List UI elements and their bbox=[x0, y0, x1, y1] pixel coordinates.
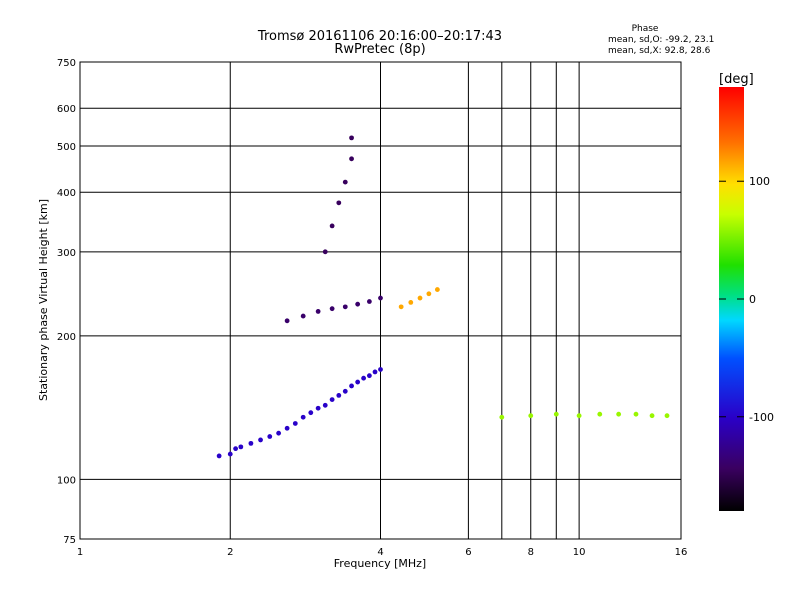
y-tick-label: 200 bbox=[57, 332, 76, 343]
data-point bbox=[349, 135, 354, 141]
data-point bbox=[378, 295, 383, 301]
data-point bbox=[616, 411, 622, 417]
data-point bbox=[248, 440, 254, 446]
data-point bbox=[664, 413, 670, 419]
grid-layer bbox=[80, 62, 681, 539]
axis-ticks: 1 2 4 6 8 10 16 75 100 200 300 400 500 600 750 bbox=[57, 58, 687, 558]
x-tick-label: 6 bbox=[465, 547, 471, 558]
stats-heading: Phase bbox=[632, 24, 659, 34]
data-point bbox=[329, 397, 335, 402]
y-tick-label: 100 bbox=[57, 475, 76, 486]
data-points bbox=[216, 135, 670, 459]
y-tick-label: 300 bbox=[57, 248, 76, 259]
chart-title: Tromsø 20161106 20:16:00–20:17:43 bbox=[257, 29, 502, 44]
data-point bbox=[366, 373, 372, 379]
stats-line-o: mean, sd,O: -99.2, 23.1 bbox=[608, 35, 714, 45]
x-tick-label: 16 bbox=[675, 547, 688, 558]
y-tick-label: 600 bbox=[57, 104, 76, 115]
data-point bbox=[322, 249, 328, 255]
data-point bbox=[417, 295, 423, 301]
colorbar-ticks: 100 0 -100 bbox=[719, 175, 774, 424]
data-point bbox=[284, 425, 290, 431]
y-axis-label: Stationary phase Virtual Height [km] bbox=[37, 199, 50, 401]
data-point bbox=[342, 304, 348, 310]
data-point bbox=[342, 179, 348, 185]
data-point bbox=[276, 430, 282, 436]
data-point bbox=[398, 304, 404, 310]
data-point bbox=[597, 411, 603, 417]
data-point bbox=[434, 287, 440, 292]
data-point bbox=[576, 413, 582, 419]
x-tick-label: 1 bbox=[77, 547, 83, 558]
data-point bbox=[300, 414, 306, 420]
y-tick-label: 75 bbox=[63, 535, 76, 546]
data-point bbox=[292, 421, 298, 426]
data-point bbox=[336, 393, 342, 398]
colorbar-tick-label: 100 bbox=[749, 175, 770, 188]
colorbar-tick-label: 0 bbox=[749, 293, 756, 306]
x-tick-label: 2 bbox=[227, 547, 233, 558]
data-point bbox=[336, 200, 342, 206]
data-point bbox=[315, 309, 321, 314]
colorbar-label: [deg] bbox=[719, 72, 754, 87]
data-point bbox=[408, 300, 414, 305]
x-tick-label: 4 bbox=[377, 547, 383, 558]
data-point bbox=[349, 383, 354, 389]
data-point bbox=[355, 301, 361, 307]
data-point bbox=[233, 446, 239, 452]
stats-line-x: mean, sd,X: 92.8, 28.6 bbox=[608, 46, 711, 56]
y-tick-label: 500 bbox=[57, 142, 76, 153]
data-point bbox=[372, 369, 378, 375]
data-point bbox=[216, 453, 222, 459]
data-point bbox=[329, 223, 335, 229]
data-point bbox=[553, 411, 559, 417]
data-point bbox=[499, 414, 505, 420]
data-point bbox=[649, 413, 655, 419]
data-point bbox=[342, 388, 348, 394]
data-point bbox=[238, 444, 244, 450]
x-tick-label: 8 bbox=[528, 547, 534, 558]
plot-frame bbox=[79, 61, 682, 540]
x-axis-label: Frequency [MHz] bbox=[334, 557, 426, 570]
data-point bbox=[284, 318, 290, 324]
data-point bbox=[300, 313, 306, 319]
data-point bbox=[227, 451, 233, 457]
data-point bbox=[329, 306, 335, 312]
x-tick-label: 10 bbox=[573, 547, 586, 558]
colorbar-tick-label: -100 bbox=[749, 411, 774, 424]
data-point bbox=[308, 410, 314, 416]
y-tick-label: 400 bbox=[57, 188, 76, 199]
data-point bbox=[633, 411, 639, 417]
data-point bbox=[361, 375, 367, 381]
chart-subtitle: RwPretec (8p) bbox=[334, 42, 425, 57]
data-point bbox=[378, 367, 383, 372]
data-point bbox=[355, 379, 361, 385]
data-point bbox=[315, 405, 321, 411]
data-point bbox=[322, 402, 328, 408]
data-point bbox=[267, 434, 273, 439]
data-point bbox=[366, 299, 372, 304]
data-point bbox=[349, 156, 354, 162]
y-tick-label: 750 bbox=[57, 58, 76, 69]
data-point bbox=[426, 291, 432, 297]
data-point bbox=[258, 437, 263, 443]
data-point bbox=[528, 413, 534, 419]
